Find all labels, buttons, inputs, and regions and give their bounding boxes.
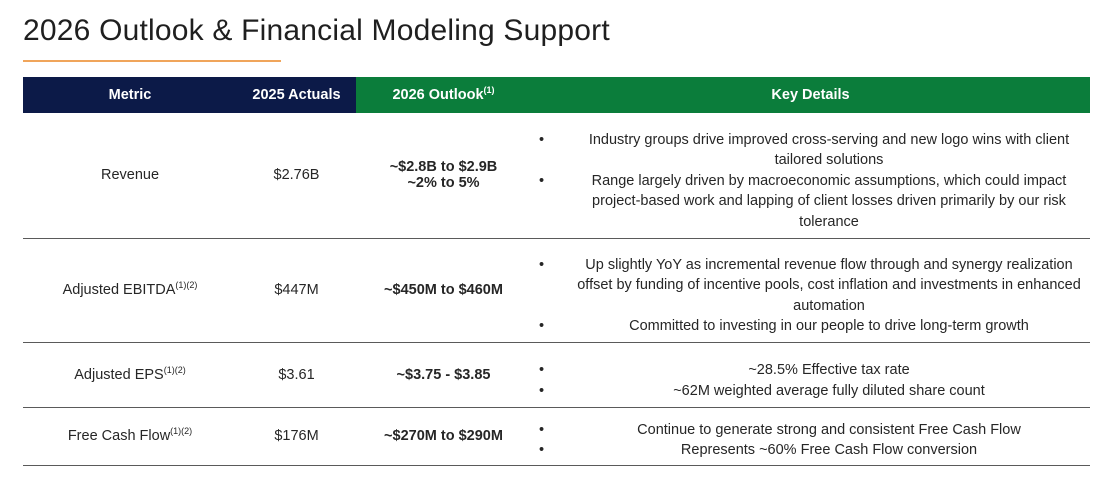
outlook-cell: ~$2.8B to $2.9B ~2% to 5%	[356, 113, 531, 239]
metric-footnote: (1)(2)	[175, 280, 198, 291]
outlook-cell: ~$270M to $290M	[356, 407, 531, 466]
header-actuals-label: 2025 Actuals	[252, 87, 341, 103]
actual-cell: $176M	[237, 407, 356, 466]
page-title: 2026 Outlook & Financial Modeling Suppor…	[23, 14, 610, 47]
outlook-cell: ~$450M to $460M	[356, 238, 531, 343]
header-actuals: 2025 Actuals	[237, 77, 356, 113]
header-details-label: Key Details	[771, 87, 850, 103]
metric-label: Adjusted EPS	[74, 366, 164, 383]
metric-label: Adjusted EBITDA	[62, 282, 176, 298]
detail-item: • Range largely driven by macroeconomic a…	[531, 171, 1090, 233]
details-list: • Continue to generate strong and consist…	[531, 420, 1090, 461]
details-cell: • ~28.5% Effective tax rate • ~62M weighte…	[531, 342, 1090, 408]
details-list: • Industry groups drive improved cross-se…	[531, 130, 1090, 233]
detail-text: Continue to generate strong and consiste…	[637, 421, 1021, 438]
metric-cell: Revenue	[23, 113, 237, 239]
detail-text: Represents ~60% Free Cash Flow conversio…	[680, 442, 978, 458]
table-header-row: Metric 2025 Actuals 2026 Outlook(1) Key …	[23, 77, 1090, 113]
detail-text: Industry groups drive improved cross-ser…	[588, 131, 1070, 169]
header-details: Key Details	[531, 77, 1090, 113]
detail-item: • Continue to generate strong and consist…	[531, 420, 1090, 441]
detail-text: Range largely driven by macroeconomic as…	[591, 172, 1067, 230]
header-metric: Metric	[23, 77, 237, 113]
actual-cell: $447M	[237, 238, 356, 343]
metric-label: Free Cash Flow	[67, 428, 171, 444]
metric-cell: Adjusted EBITDA(1)(2)	[23, 238, 237, 343]
header-outlook-label: 2026 Outlook	[392, 87, 484, 103]
details-list: • Up slightly YoY as incremental revenue …	[531, 255, 1090, 337]
table-row-adjusted-eps: Adjusted EPS(1)(2) $3.61 ~$3.75 - $3.85 …	[23, 342, 1090, 408]
detail-item: • Industry groups drive improved cross-se…	[531, 130, 1090, 171]
bullet-icon: •	[539, 442, 545, 458]
details-list: • ~28.5% Effective tax rate • ~62M weighte…	[531, 360, 1090, 401]
header-outlook-footnote: (1)	[483, 85, 495, 96]
bullet-icon: •	[539, 362, 545, 378]
metric-label: Revenue	[100, 167, 160, 184]
detail-text: ~62M weighted average fully diluted shar…	[673, 382, 985, 399]
actual-cell: $2.76B	[237, 113, 356, 239]
header-outlook: 2026 Outlook(1)	[356, 77, 531, 113]
table-row-free-cash-flow: Free Cash Flow(1)(2) $176M ~$270M to $29…	[23, 407, 1090, 466]
outlook-table: Metric 2025 Actuals 2026 Outlook(1) Key …	[23, 77, 1090, 466]
detail-item: • ~28.5% Effective tax rate	[531, 360, 1090, 381]
detail-item: • Represents ~60% Free Cash Flow conversi…	[531, 440, 1090, 461]
title-underline	[23, 60, 281, 62]
metric-footnote: (1)(2)	[170, 426, 193, 437]
detail-item: • ~62M weighted average fully diluted sha…	[531, 381, 1090, 402]
outlook-growth: ~2% to 5%	[407, 175, 480, 192]
detail-item: • Up slightly YoY as incremental revenue …	[531, 255, 1090, 317]
detail-item: • Committed to investing in our people to…	[531, 316, 1090, 337]
header-metric-label: Metric	[108, 87, 152, 103]
detail-text: Committed to investing in our people to …	[629, 318, 1029, 334]
metric-cell: Adjusted EPS(1)(2)	[23, 342, 237, 408]
bullet-icon: •	[539, 421, 545, 438]
outlook-cell: ~$3.75 - $3.85	[356, 342, 531, 408]
details-cell: • Continue to generate strong and consist…	[531, 407, 1090, 466]
detail-text: Up slightly YoY as incremental revenue f…	[577, 256, 1081, 314]
bullet-icon: •	[539, 382, 545, 399]
actual-cell: $3.61	[237, 342, 356, 408]
table-row-adjusted-ebitda: Adjusted EBITDA(1)(2) $447M ~$450M to $4…	[23, 238, 1090, 343]
bullet-icon: •	[539, 256, 545, 273]
bullet-icon: •	[539, 318, 545, 334]
metric-cell: Free Cash Flow(1)(2)	[23, 407, 237, 466]
table-row-revenue: Revenue $2.76B ~$2.8B to $2.9B ~2% to 5%…	[23, 113, 1090, 239]
details-cell: • Up slightly YoY as incremental revenue …	[531, 238, 1090, 343]
details-cell: • Industry groups drive improved cross-se…	[531, 113, 1090, 239]
metric-footnote: (1)(2)	[163, 364, 186, 375]
bullet-icon: •	[539, 131, 545, 148]
detail-text: ~28.5% Effective tax rate	[748, 362, 910, 378]
outlook-range: ~$2.8B to $2.9B	[389, 159, 498, 176]
bullet-icon: •	[539, 172, 545, 189]
